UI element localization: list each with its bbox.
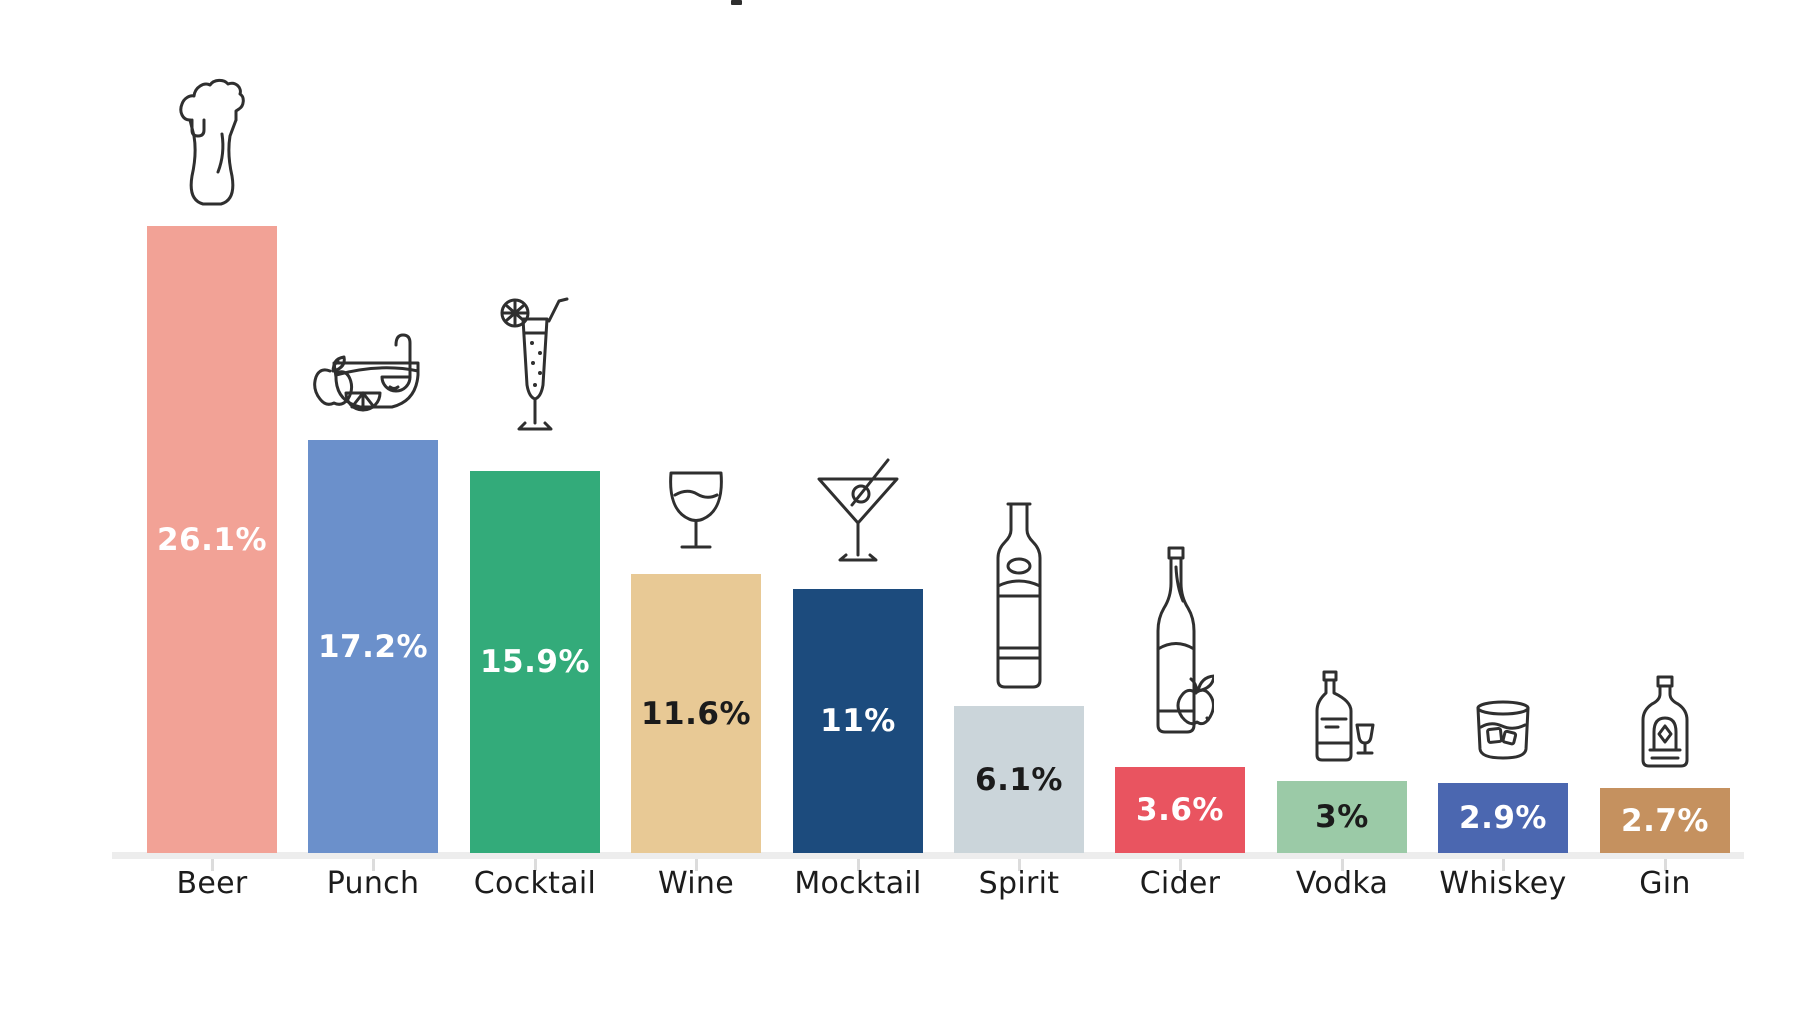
cider-bottle-apple-icon xyxy=(1146,545,1214,745)
bar: 11.6% xyxy=(631,574,761,853)
cropped-title-fragment xyxy=(731,0,742,5)
category-label: Spirit xyxy=(978,866,1060,901)
gin-bottle-icon xyxy=(1638,674,1692,772)
category-label: Beer xyxy=(176,866,248,901)
bar-value-label: 26.1% xyxy=(156,521,268,558)
axis-tick xyxy=(695,859,698,871)
axis-tick xyxy=(857,859,860,871)
bar-value-label: 15.9% xyxy=(479,644,591,680)
bar: 6.1% xyxy=(954,706,1084,853)
bar: 17.2% xyxy=(308,440,438,853)
mocktail-martini-icon xyxy=(814,453,902,575)
axis-tick xyxy=(1179,859,1182,871)
bar-value-label: 3.6% xyxy=(1136,792,1224,828)
bar: 2.7% xyxy=(1600,788,1730,853)
punch-bowl-icon xyxy=(310,329,436,421)
bar-value-label: 6.1% xyxy=(975,761,1063,798)
bar: 15.9% xyxy=(470,471,600,853)
cocktail-flute-icon xyxy=(495,297,575,455)
bar-value-label: 2.9% xyxy=(1459,800,1547,836)
bar: 3.6% xyxy=(1115,767,1245,853)
bar: 11% xyxy=(793,589,923,853)
category-label: Punch xyxy=(326,866,420,901)
spirit-bottle-icon xyxy=(991,500,1047,692)
axis-tick xyxy=(372,859,375,871)
axis-tick xyxy=(1664,859,1667,871)
category-label: Wine xyxy=(657,866,734,901)
category-label: Whiskey xyxy=(1439,866,1567,901)
bar: 26.1% xyxy=(147,226,277,853)
wine-glass-icon xyxy=(663,469,729,557)
axis-tick xyxy=(1018,859,1021,871)
bar-value-label: 3% xyxy=(1315,799,1369,835)
x-axis-baseline xyxy=(112,852,1744,859)
category-label: Cocktail xyxy=(473,866,597,901)
whiskey-glass-icon xyxy=(1474,699,1532,763)
category-label: Vodka xyxy=(1295,866,1389,901)
axis-tick xyxy=(1341,859,1344,871)
bar-value-label: 11% xyxy=(820,703,896,739)
axis-tick xyxy=(211,859,214,871)
bar: 3% xyxy=(1277,781,1407,853)
axis-tick xyxy=(534,859,537,871)
category-label: Cider xyxy=(1139,866,1221,901)
vodka-bottle-icon xyxy=(1309,669,1375,765)
category-label: Mocktail xyxy=(794,866,922,901)
bar: 2.9% xyxy=(1438,783,1568,853)
category-label: Gin xyxy=(1639,866,1691,901)
bar-value-label: 11.6% xyxy=(640,695,752,732)
bar-value-label: 17.2% xyxy=(317,628,429,665)
bar-value-label: 2.7% xyxy=(1621,802,1709,839)
axis-tick xyxy=(1502,859,1505,871)
beer-icon xyxy=(178,78,246,210)
